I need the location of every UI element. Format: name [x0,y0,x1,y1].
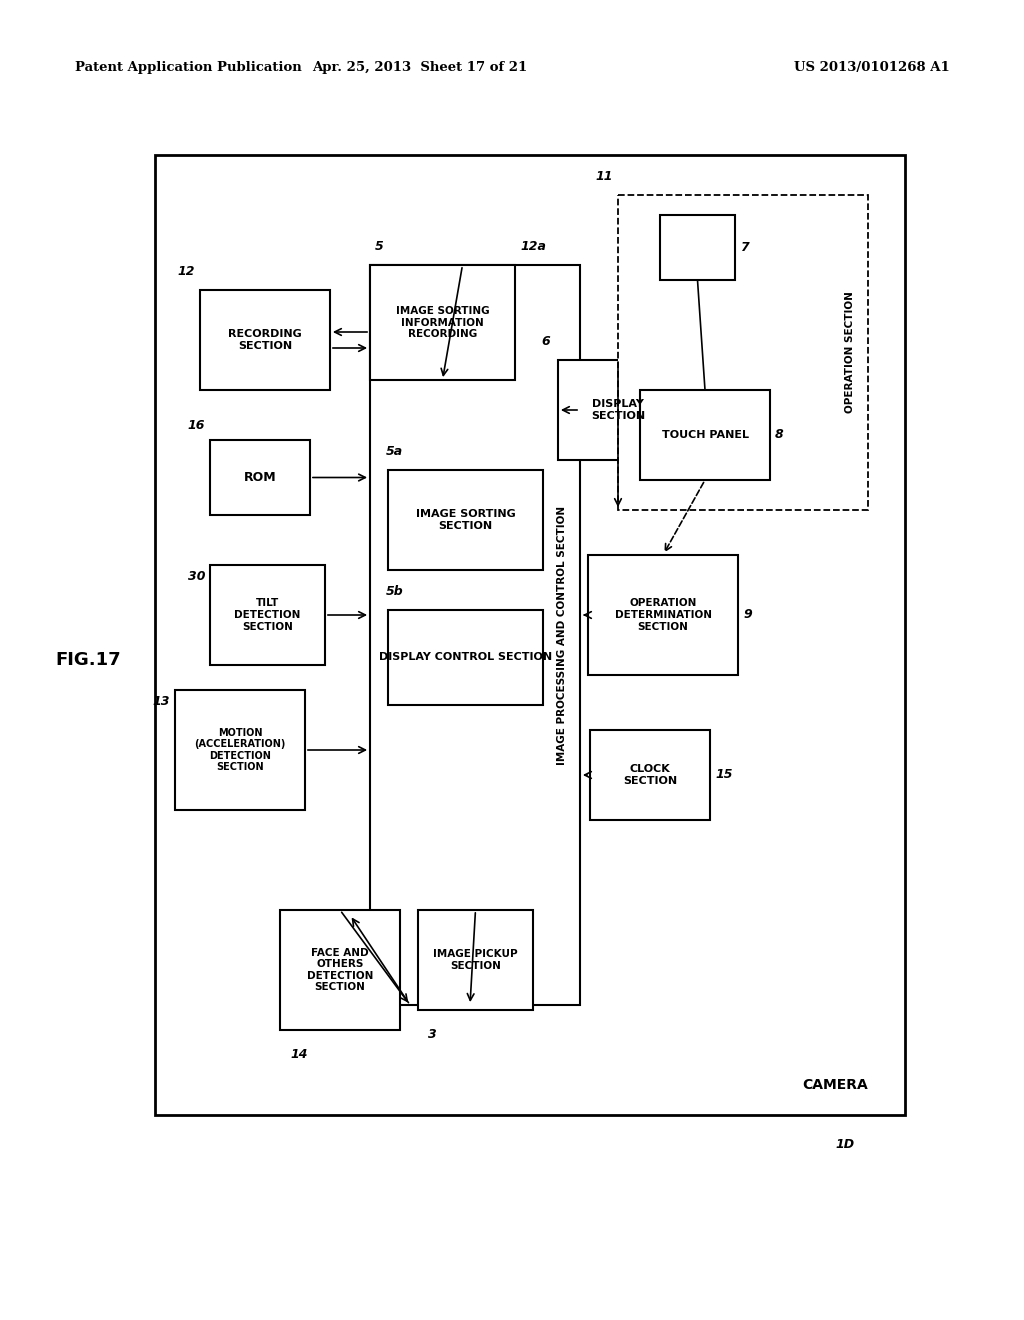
Bar [175,690,305,810]
Text: 9: 9 [743,609,752,622]
Text: CLOCK
SECTION: CLOCK SECTION [623,764,677,785]
Bar [388,610,543,705]
Text: 5: 5 [375,240,384,253]
Text: FIG.17: FIG.17 [55,651,121,669]
Bar [590,730,710,820]
Bar [280,909,400,1030]
Text: TOUCH PANEL: TOUCH PANEL [662,430,749,440]
Bar [618,195,868,510]
Text: 11: 11 [596,170,613,183]
Text: 16: 16 [187,418,205,432]
Text: 7: 7 [740,242,749,253]
Bar [418,909,534,1010]
Text: OPERATION SECTION: OPERATION SECTION [845,292,855,413]
Bar [388,470,543,570]
Bar [155,154,905,1115]
Text: 30: 30 [187,570,205,583]
Text: DISPLAY CONTROL SECTION: DISPLAY CONTROL SECTION [379,652,552,663]
Text: DISPLAY
SECTION: DISPLAY SECTION [591,399,645,421]
Text: IMAGE SORTING
INFORMATION
RECORDING: IMAGE SORTING INFORMATION RECORDING [395,306,489,339]
Text: 13: 13 [153,696,170,708]
Text: Patent Application Publication: Patent Application Publication [75,62,302,74]
Text: 5b: 5b [386,585,403,598]
Bar [588,554,738,675]
Bar [210,440,310,515]
Text: 5a: 5a [386,445,403,458]
Text: 6: 6 [542,335,550,348]
Text: 12: 12 [177,265,195,279]
Text: 3: 3 [428,1028,437,1041]
Bar [370,265,515,380]
Text: 12a: 12a [520,240,546,253]
Text: IMAGE PICKUP
SECTION: IMAGE PICKUP SECTION [433,949,518,970]
Bar [200,290,330,389]
Text: TILT
DETECTION
SECTION: TILT DETECTION SECTION [234,598,301,631]
Text: Apr. 25, 2013  Sheet 17 of 21: Apr. 25, 2013 Sheet 17 of 21 [312,62,527,74]
Text: RECORDING
SECTION: RECORDING SECTION [228,329,302,351]
Bar [558,360,678,459]
Text: 14: 14 [290,1048,307,1061]
Text: 1D: 1D [836,1138,855,1151]
Text: 8: 8 [775,429,783,441]
Text: OPERATION
DETERMINATION
SECTION: OPERATION DETERMINATION SECTION [614,598,712,631]
Text: US 2013/0101268 A1: US 2013/0101268 A1 [795,62,950,74]
Bar [640,389,770,480]
Text: IMAGE PROCESSING AND CONTROL SECTION: IMAGE PROCESSING AND CONTROL SECTION [557,506,567,764]
Text: ROM: ROM [244,471,276,484]
Text: FACE AND
OTHERS
DETECTION
SECTION: FACE AND OTHERS DETECTION SECTION [307,948,373,993]
Text: 15: 15 [715,768,732,781]
Bar [210,565,325,665]
Text: IMAGE SORTING
SECTION: IMAGE SORTING SECTION [416,510,515,531]
Text: MOTION
(ACCELERATION)
DETECTION
SECTION: MOTION (ACCELERATION) DETECTION SECTION [195,727,286,772]
Bar [370,265,580,1005]
Bar [660,215,735,280]
Text: CAMERA: CAMERA [802,1078,868,1092]
